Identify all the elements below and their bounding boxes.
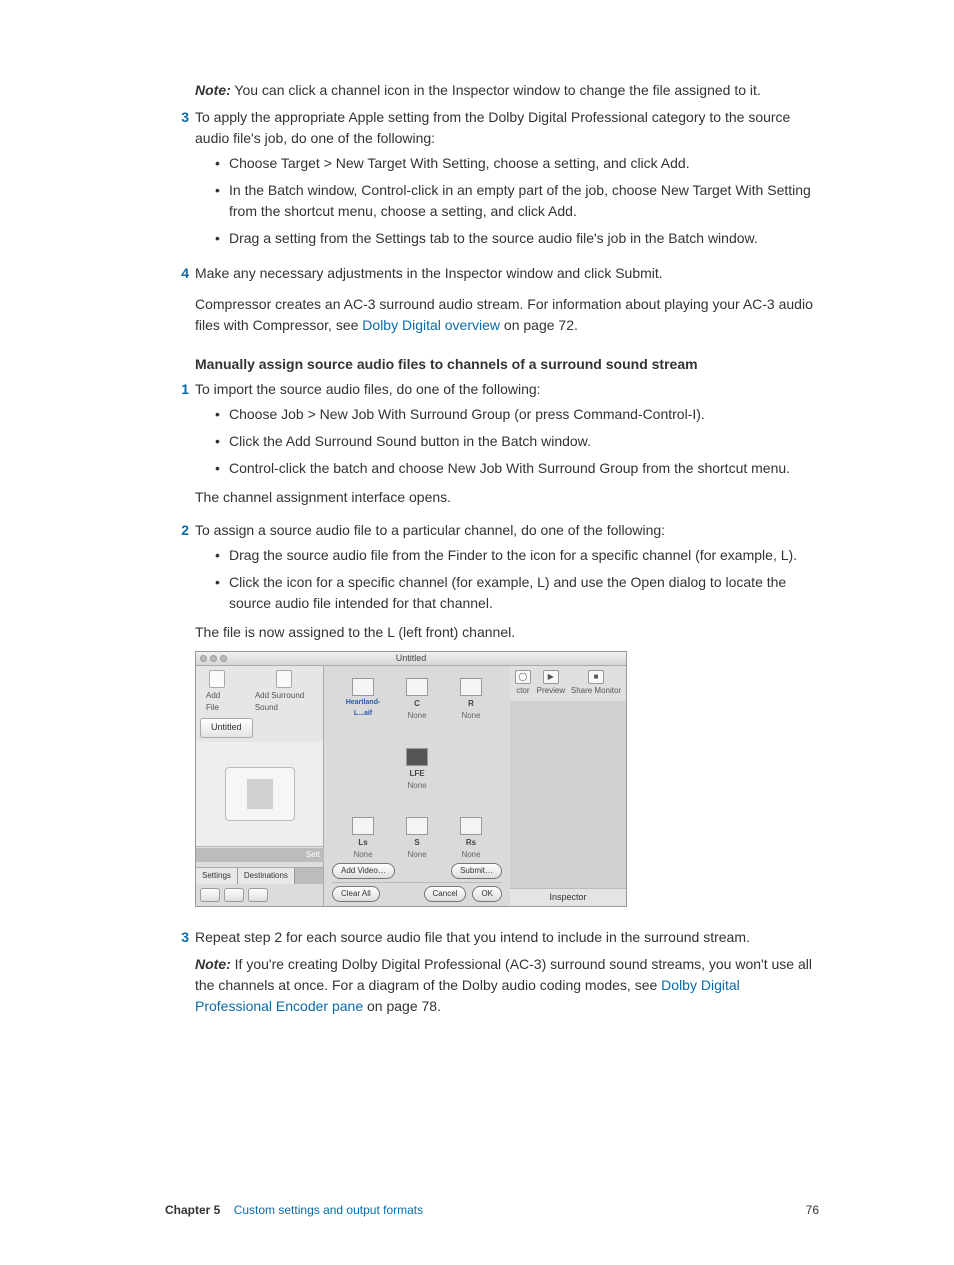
toolbar-button[interactable]	[224, 888, 244, 902]
speaker-icon	[352, 678, 374, 696]
subheading: Manually assign source audio files to ch…	[195, 354, 819, 375]
bullet-item: •Click the Add Surround Sound button in …	[215, 431, 819, 452]
note-paragraph: Note: If you're creating Dolby Digital P…	[195, 954, 819, 1017]
toolbar-button[interactable]	[200, 888, 220, 902]
speaker-icon	[460, 817, 482, 835]
add-video-button[interactable]: Add Video…	[332, 863, 395, 879]
manual-step-1: 1 To import the source audio files, do o…	[165, 379, 819, 514]
speaker-icon	[460, 678, 482, 696]
step-text: To import the source audio files, do one…	[195, 379, 819, 400]
down-arrow-icon	[247, 779, 273, 809]
tab-destinations[interactable]: Destinations	[238, 868, 295, 884]
zoom-icon[interactable]	[220, 655, 227, 662]
manual-step-2: 2 To assign a source audio file to a par…	[165, 520, 819, 921]
note-1: Note: You can click a channel icon in th…	[195, 80, 819, 101]
inspector-body	[510, 701, 626, 888]
link-dolby-overview[interactable]: Dolby Digital overview	[362, 317, 500, 333]
step-4: 4 Make any necessary adjustments in the …	[165, 263, 819, 342]
close-icon[interactable]	[200, 655, 207, 662]
chapter-name: Custom settings and output formats	[234, 1203, 423, 1217]
step-paragraph: Compressor creates an AC-3 surround audi…	[195, 294, 819, 336]
inspector-label: Inspector	[510, 888, 626, 907]
minimize-icon[interactable]	[210, 655, 217, 662]
add-surround-button[interactable]: Add Surround Sound	[255, 670, 313, 714]
lfe-icon	[406, 748, 428, 766]
speaker-icon	[406, 817, 428, 835]
tab-settings[interactable]: Settings	[196, 868, 238, 884]
page-number: 76	[806, 1201, 819, 1219]
monitor-icon: ■	[588, 670, 604, 684]
drop-zone[interactable]	[225, 767, 295, 821]
bullet-item: •In the Batch window, Control-click in a…	[215, 180, 819, 222]
circle-icon: ◯	[515, 670, 531, 684]
step-tail: The file is now assigned to the L (left …	[195, 622, 819, 643]
step-number: 1	[165, 379, 189, 514]
step-number: 4	[165, 263, 189, 342]
page-footer: Chapter 5 Custom settings and output for…	[165, 1201, 819, 1219]
bullet-item: •Drag the source audio file from the Fin…	[215, 545, 819, 566]
inspector-button[interactable]: ◯ ctor	[515, 670, 531, 697]
note-label: Note:	[195, 82, 231, 98]
settings-strip: Sett	[196, 848, 324, 862]
channel-Ls[interactable]: Ls None	[340, 817, 386, 861]
step-3: 3 To apply the appropriate Apple setting…	[165, 107, 819, 257]
channel-LFE[interactable]: LFE None	[394, 748, 440, 792]
screenshot-channel-assignment: Untitled Add File	[195, 651, 627, 907]
submit-button[interactable]: Submit…	[451, 863, 502, 879]
bullet-item: •Control-click the batch and choose New …	[215, 458, 819, 479]
channel-L[interactable]: Heartland-L...aif L	[340, 678, 386, 722]
bullet-item: •Click the icon for a specific channel (…	[215, 572, 819, 614]
bullet-item: •Choose Target > New Target With Setting…	[215, 153, 819, 174]
step-number: 3	[165, 927, 189, 1023]
traffic-lights	[200, 655, 227, 662]
speaker-icon	[352, 817, 374, 835]
channel-S[interactable]: S None	[394, 817, 440, 861]
step-text: Repeat step 2 for each source audio file…	[195, 927, 819, 948]
share-monitor-button[interactable]: ■ Share Monitor	[571, 670, 621, 697]
surround-icon	[276, 670, 292, 688]
channel-Rs[interactable]: Rs None	[448, 817, 494, 861]
speaker-icon	[406, 678, 428, 696]
add-file-button[interactable]: Add File	[206, 670, 229, 714]
window-title: Untitled	[396, 652, 427, 666]
step-text: To apply the appropriate Apple setting f…	[195, 107, 819, 149]
batch-tab[interactable]: Untitled	[200, 718, 253, 738]
step-text: To assign a source audio file to a parti…	[195, 520, 819, 541]
cancel-button[interactable]: Cancel	[424, 886, 467, 902]
step-number: 3	[165, 107, 189, 257]
step-number: 2	[165, 520, 189, 921]
play-icon: ▶	[543, 670, 559, 684]
step-tail: The channel assignment interface opens.	[195, 487, 819, 508]
channel-R[interactable]: R None	[448, 678, 494, 722]
toolbar-button[interactable]	[248, 888, 268, 902]
clear-all-button[interactable]: Clear All	[332, 886, 380, 902]
bullet-item: •Drag a setting from the Settings tab to…	[215, 228, 819, 249]
preview-button[interactable]: ▶ Preview	[537, 670, 565, 697]
step-text: Make any necessary adjustments in the In…	[195, 263, 819, 284]
document-icon	[209, 670, 225, 688]
window-titlebar: Untitled	[196, 652, 626, 666]
manual-step-3: 3 Repeat step 2 for each source audio fi…	[165, 927, 819, 1023]
channel-C[interactable]: C None	[394, 678, 440, 722]
note-label: Note:	[195, 956, 231, 972]
ok-button[interactable]: OK	[472, 886, 502, 902]
bullet-item: •Choose Job > New Job With Surround Grou…	[215, 404, 819, 425]
note-text: You can click a channel icon in the Insp…	[231, 82, 761, 98]
chapter-label: Chapter 5	[165, 1203, 220, 1217]
